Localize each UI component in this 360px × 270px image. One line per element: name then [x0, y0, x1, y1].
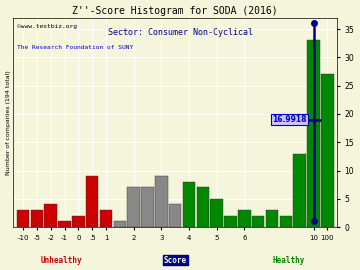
Text: Unhealthy: Unhealthy [41, 256, 83, 265]
Title: Z''-Score Histogram for SODA (2016): Z''-Score Histogram for SODA (2016) [72, 6, 278, 16]
Y-axis label: Number of companies (194 total): Number of companies (194 total) [5, 70, 10, 175]
Bar [238, 210, 251, 227]
Bar [321, 74, 334, 227]
Bar [72, 216, 85, 227]
Bar [169, 204, 181, 227]
Bar [127, 187, 140, 227]
Text: ©www.textbiz.org: ©www.textbiz.org [17, 24, 77, 29]
Bar [45, 204, 57, 227]
Bar [224, 216, 237, 227]
Bar [100, 210, 112, 227]
Bar [266, 210, 278, 227]
Bar [293, 154, 306, 227]
Bar [307, 40, 320, 227]
Text: 16.9918: 16.9918 [272, 115, 307, 124]
Bar [280, 216, 292, 227]
Text: Healthy: Healthy [272, 256, 305, 265]
Bar [114, 221, 126, 227]
Bar [183, 182, 195, 227]
Bar [197, 187, 209, 227]
Bar [155, 176, 168, 227]
Bar [141, 187, 154, 227]
Bar [17, 210, 29, 227]
Text: The Research Foundation of SUNY: The Research Foundation of SUNY [17, 45, 133, 50]
Text: Score: Score [164, 256, 187, 265]
Bar [86, 176, 98, 227]
Bar [58, 221, 71, 227]
Bar [252, 216, 265, 227]
Text: Sector: Consumer Non-Cyclical: Sector: Consumer Non-Cyclical [108, 28, 252, 37]
Text: Score: Score [164, 256, 187, 265]
Bar [211, 199, 223, 227]
Bar [31, 210, 43, 227]
